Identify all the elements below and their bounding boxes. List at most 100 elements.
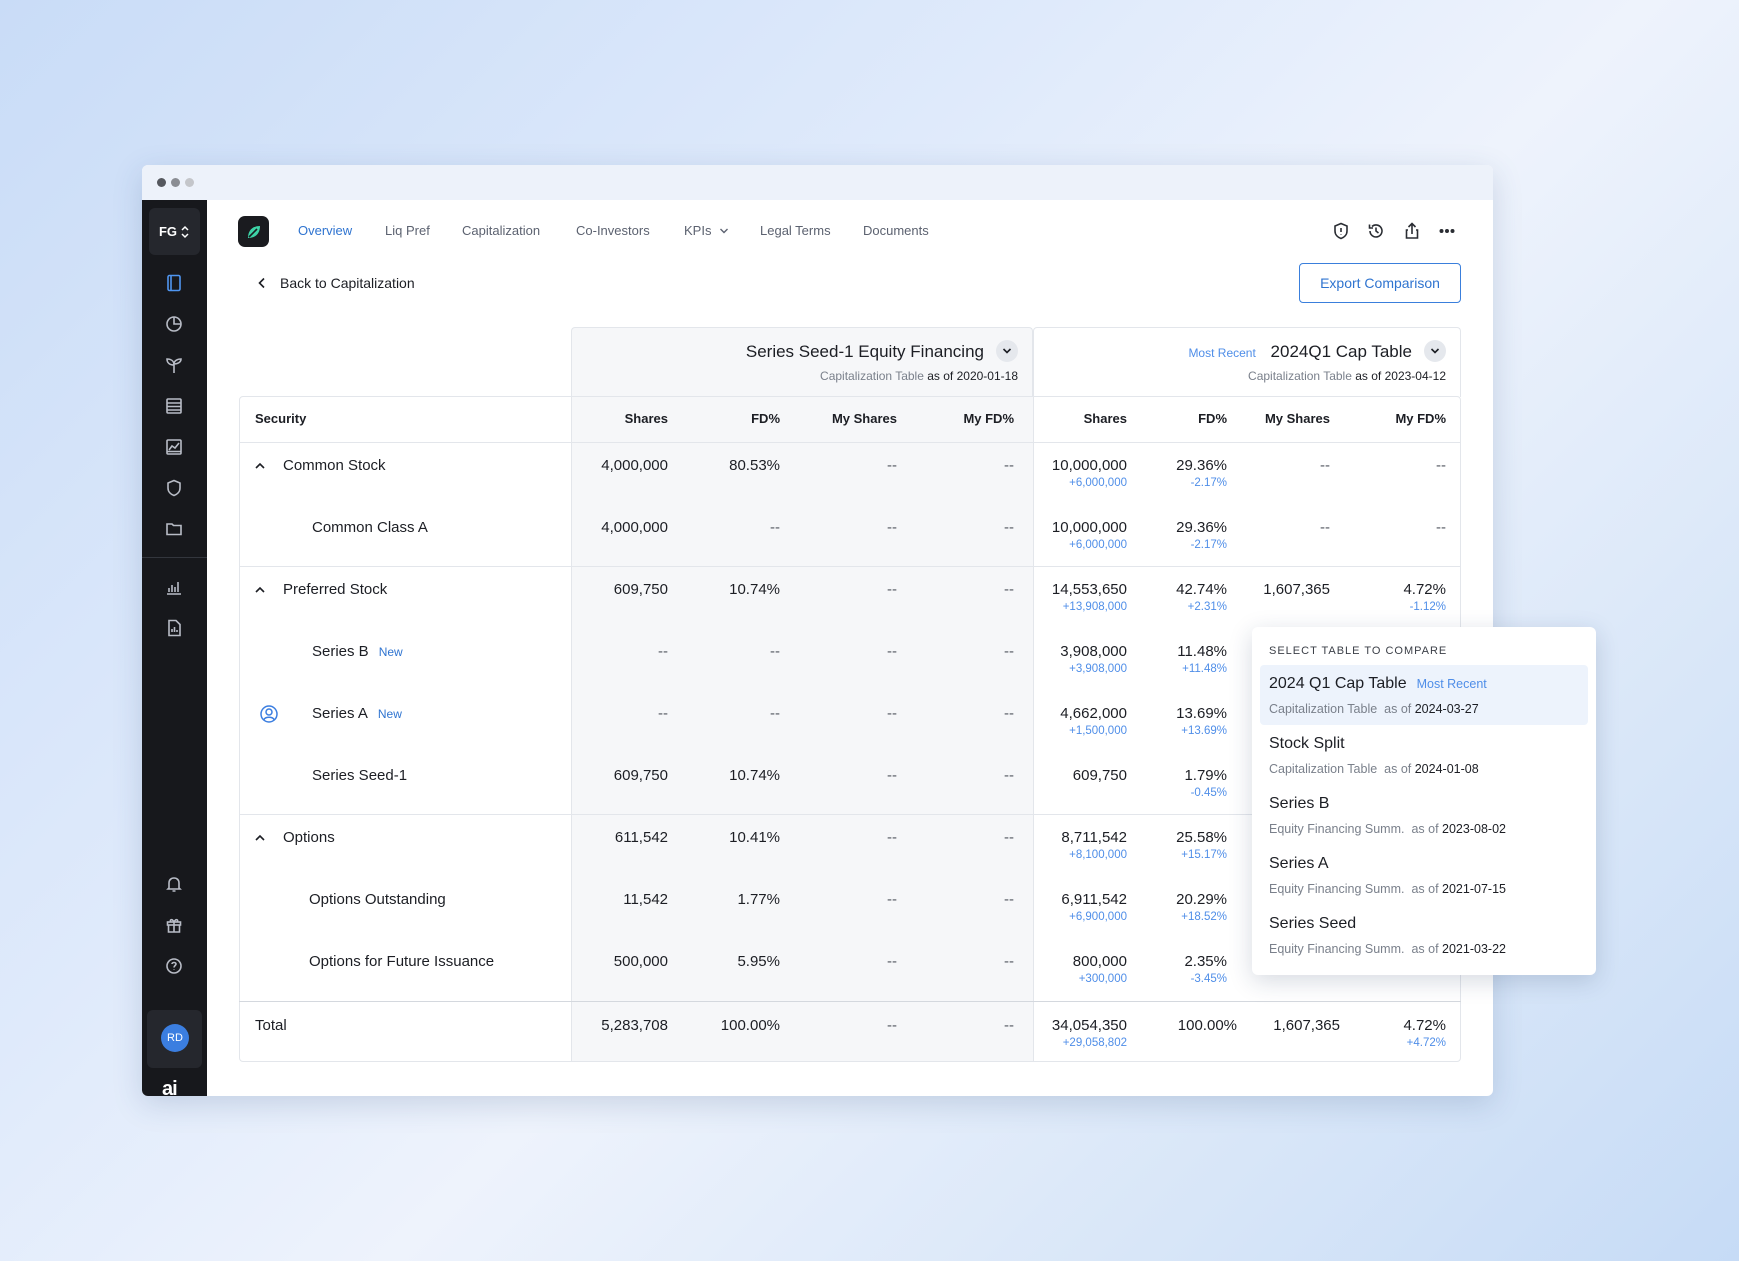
window-dot-close[interactable] [157,178,166,187]
share-icon[interactable] [1402,221,1422,241]
table-row[interactable] [239,567,1461,629]
col-right-fd[interactable]: FD% [1198,411,1227,426]
right-cell: 29.36% [1176,457,1227,474]
folder-icon[interactable] [162,517,186,541]
chevron-up-icon[interactable] [254,584,266,596]
workspace-switcher[interactable]: FG [149,208,200,255]
option-date: 2023-08-02 [1442,822,1506,836]
left-cell: -- [887,953,897,970]
left-cell: -- [658,643,668,660]
report-icon[interactable] [162,616,186,640]
left-cell: -- [887,581,897,598]
left-table-as-of: as of [927,369,954,383]
chevron-up-icon[interactable] [254,460,266,472]
tab-liq-pref[interactable]: Liq Pref [385,223,430,238]
tab-kpis[interactable]: KPIs [684,223,729,238]
left-cell: -- [1004,953,1014,970]
option-meta: Equity Financing Summ. as of 2021-03-22 [1269,942,1506,956]
tab-kpis-label: KPIs [684,223,712,238]
gift-icon[interactable] [162,913,186,937]
security-shield-icon[interactable] [1331,221,1351,241]
compare-option[interactable]: 2024 Q1 Cap Table Most Recent Capitalizat… [1260,665,1588,725]
delta-value: +1,500,000 [1069,725,1127,737]
chart-board-icon[interactable] [162,435,186,459]
compare-option[interactable]: Series Seed Equity Financing Summ. as of… [1260,905,1588,965]
option-kind: Equity Financing Summ. [1269,822,1405,836]
compare-option[interactable]: Series B Equity Financing Summ. as of 20… [1260,785,1588,845]
tab-legal-terms[interactable]: Legal Terms [760,223,831,238]
tab-capitalization[interactable]: Capitalization [462,223,541,238]
right-cell: 4,662,000 [1060,705,1127,722]
security-label: Options Outstanding [309,891,446,908]
help-icon[interactable] [162,954,186,978]
app-logo[interactable] [238,216,269,247]
window-dot-minimize[interactable] [171,178,180,187]
export-comparison-button[interactable]: Export Comparison [1299,263,1461,303]
window-dot-maximize[interactable] [185,178,194,187]
col-security[interactable]: Security [255,411,307,426]
left-cell: -- [887,767,897,784]
col-left-fd[interactable]: FD% [751,411,780,426]
compare-option[interactable]: Series A Equity Financing Summ. as of 20… [1260,845,1588,905]
chevron-up-icon[interactable] [254,832,266,844]
book-icon[interactable] [162,271,186,295]
bar-chart-icon[interactable] [162,575,186,599]
left-cell: 10.74% [729,581,780,598]
col-right-my-fd[interactable]: My FD% [1395,411,1446,426]
col-left-my-shares[interactable]: My Shares [831,411,897,426]
option-title: 2024 Q1 Cap Table Most Recent [1269,675,1487,693]
right-table-dropdown-button[interactable] [1424,340,1446,362]
table-row[interactable] [239,505,1461,567]
total-left-cell: -- [887,1017,897,1034]
right-cell: 4.72% [1403,581,1446,598]
bell-icon[interactable] [162,872,186,896]
pie-chart-icon[interactable] [162,312,186,336]
right-table-meta: Capitalization Table as of 2023-04-12 [1248,369,1446,383]
back-link[interactable]: Back to Capitalization [258,275,415,291]
col-right-my-shares[interactable]: My Shares [1264,411,1330,426]
delta-value: -2.17% [1190,477,1227,489]
right-cell: 800,000 [1072,953,1127,970]
left-cell: -- [770,643,780,660]
left-table-dropdown-button[interactable] [996,340,1018,362]
security-label: Series A [312,705,368,722]
table-row[interactable] [239,443,1461,505]
sidebar: FG RD ai [142,200,207,1096]
shield-icon[interactable] [162,476,186,500]
option-title: Series Seed [1269,915,1356,933]
avatar: RD [161,1024,189,1052]
user-circle-icon[interactable] [259,704,279,724]
left-cell: -- [1004,457,1014,474]
option-date: 2024-01-08 [1414,762,1479,776]
security-name: Preferred Stock [283,581,388,598]
right-cell: 14,553,650 [1051,581,1127,598]
left-table-shade [571,397,1033,1062]
left-cell: -- [1004,705,1014,722]
col-left-shares[interactable]: Shares [624,411,668,426]
left-table-header: Series Seed-1 Equity Financing Capitaliz… [571,327,1033,397]
compare-option[interactable]: Stock Split Capitalization Table as of 2… [1260,725,1588,785]
tab-overview[interactable]: Overview [298,223,353,238]
security-label: Options for Future Issuance [309,953,495,970]
tab-documents[interactable]: Documents [863,223,929,238]
option-date: 2021-03-22 [1442,942,1506,956]
col-left-my-fd[interactable]: My FD% [963,411,1014,426]
option-date: 2021-07-15 [1442,882,1506,896]
col-right-shares[interactable]: Shares [1083,411,1127,426]
user-menu[interactable]: RD [147,1010,202,1068]
delta-value: +8,100,000 [1069,849,1127,861]
delta-value: -3.45% [1190,973,1227,985]
sidebar-divider [142,557,207,558]
more-icon[interactable] [1437,221,1457,241]
brand-logo: ai [162,1078,178,1096]
tab-co-investors[interactable]: Co-Investors [576,223,650,238]
left-cell: 1.77% [737,891,780,908]
option-as-of: as of [1411,942,1439,956]
sprout-icon[interactable] [162,353,186,377]
table-icon[interactable] [162,394,186,418]
history-icon[interactable] [1366,221,1386,241]
option-name: Series Seed [1269,915,1357,932]
left-cell: 80.53% [729,457,780,474]
option-as-of: as of [1411,882,1439,896]
delta-value: +13,908,000 [1062,601,1127,613]
